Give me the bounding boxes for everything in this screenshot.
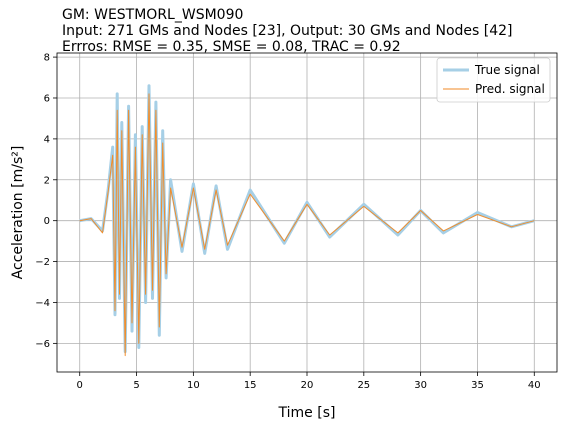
y-tick-label: −4 — [35, 298, 50, 309]
y-tick-label: 0 — [44, 216, 50, 227]
x-tick-label: 30 — [414, 380, 427, 391]
axis-ticks: 0 5 10 15 20 25 30 35 40 −6 −4 −2 0 2 4 6 8 — [35, 53, 540, 391]
y-axis-label: Acceleration [m/s²] — [10, 146, 26, 280]
x-tick-label: 20 — [301, 380, 314, 391]
legend: True signal Pred. signal — [436, 57, 551, 103]
legend-true-label: True signal — [474, 63, 540, 77]
y-tick-label: 6 — [44, 93, 50, 104]
series-lines — [79, 84, 535, 357]
y-tick-label: 4 — [44, 134, 50, 145]
chart-title-line-2: Input: 271 GMs and Nodes [23], Output: 3… — [62, 23, 513, 39]
y-tick-label: 2 — [44, 175, 50, 186]
x-tick-label: 35 — [471, 380, 484, 391]
chart-title-line-1: GM: WESTMORL_WSM090 — [62, 7, 244, 23]
x-tick-label: 10 — [187, 380, 200, 391]
y-tick-label: −2 — [35, 257, 50, 268]
x-tick-label: 40 — [528, 380, 541, 391]
y-tick-label: −6 — [35, 339, 50, 350]
x-tick-label: 0 — [77, 380, 83, 391]
x-tick-label: 25 — [357, 380, 370, 391]
x-tick-label: 5 — [133, 380, 139, 391]
x-axis-label: Time [s] — [278, 405, 336, 421]
x-tick-label: 15 — [244, 380, 257, 391]
y-tick-label: 8 — [44, 53, 50, 64]
series-line-pred-signal — [79, 93, 535, 357]
legend-pred-label: Pred. signal — [475, 82, 545, 96]
chart-title-line-3: Errros: RMSE = 0.35, SMSE = 0.08, TRAC =… — [62, 39, 401, 55]
